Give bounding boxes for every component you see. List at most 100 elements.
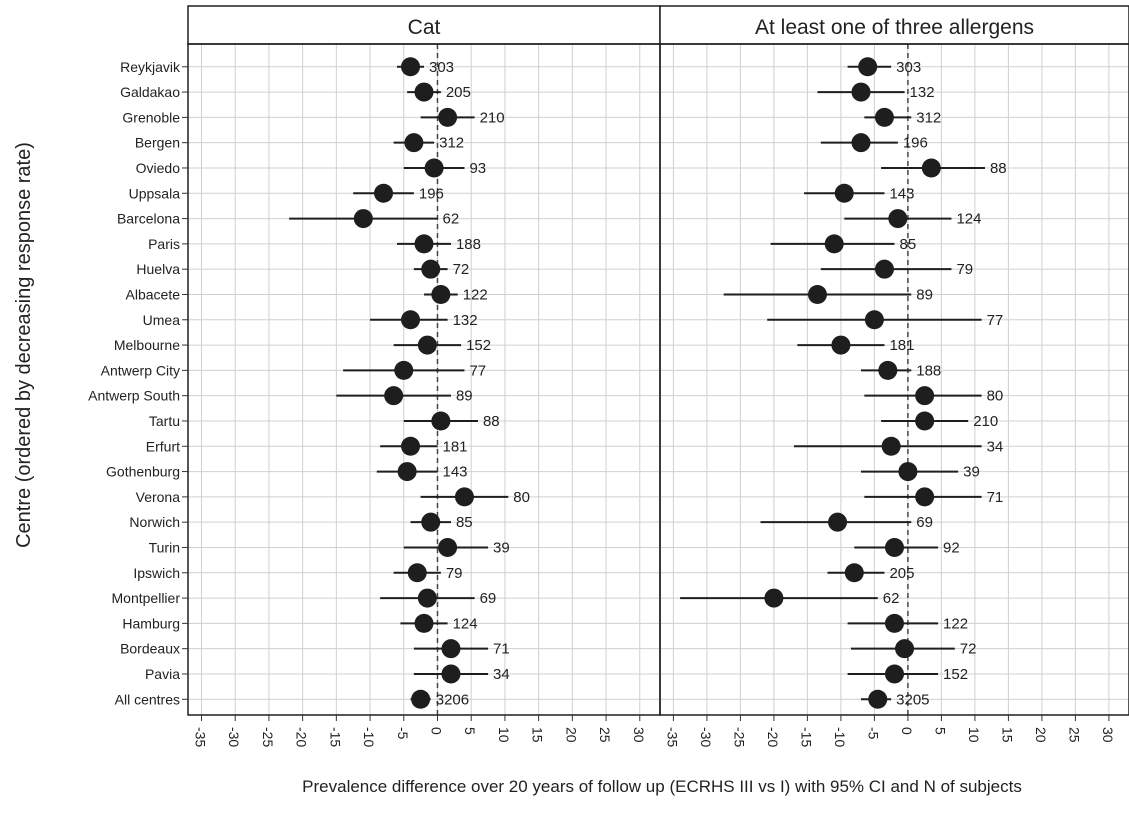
estimate-point bbox=[864, 310, 884, 330]
centre-label: Huelva bbox=[136, 261, 180, 277]
n-label: 196 bbox=[419, 185, 444, 202]
estimate-point bbox=[411, 689, 431, 709]
x-tick-label: -5 bbox=[865, 727, 881, 740]
n-label: 3206 bbox=[436, 691, 469, 708]
n-label: 122 bbox=[943, 615, 968, 632]
estimate-point bbox=[824, 234, 844, 254]
estimate-point bbox=[414, 613, 434, 633]
estimate-point bbox=[834, 183, 854, 203]
estimate-point bbox=[868, 689, 888, 709]
estimate-point bbox=[888, 209, 908, 229]
n-label: 79 bbox=[446, 565, 463, 582]
x-tick-label: 5 bbox=[932, 727, 948, 735]
estimate-point bbox=[831, 335, 851, 355]
x-tick-label: 10 bbox=[496, 727, 512, 743]
n-label: 71 bbox=[493, 641, 510, 658]
centre-label: Gothenburg bbox=[106, 464, 180, 480]
x-tick-label: -30 bbox=[226, 727, 242, 747]
n-label: 188 bbox=[456, 236, 481, 253]
n-label: 205 bbox=[446, 84, 471, 101]
panel-title: At least one of three allergens bbox=[755, 16, 1034, 39]
estimate-point bbox=[438, 537, 458, 557]
n-label: 80 bbox=[987, 388, 1004, 405]
x-tick-label: -20 bbox=[294, 727, 310, 747]
estimate-point bbox=[397, 462, 417, 482]
centre-label: All centres bbox=[115, 691, 180, 707]
n-label: 69 bbox=[480, 590, 497, 607]
n-label: 72 bbox=[453, 261, 470, 278]
x-tick-label: -5 bbox=[395, 727, 411, 740]
estimate-point bbox=[414, 234, 434, 254]
x-tick-label: -35 bbox=[192, 727, 208, 747]
n-label: 124 bbox=[453, 615, 478, 632]
estimate-point bbox=[374, 183, 394, 203]
x-tick-label: -35 bbox=[664, 727, 680, 747]
x-tick-label: -20 bbox=[765, 727, 781, 747]
n-label: 303 bbox=[429, 59, 454, 76]
y-axis-label: Centre (ordered by decreasing response r… bbox=[13, 142, 35, 548]
centre-label: Montpellier bbox=[112, 590, 181, 606]
estimate-point bbox=[417, 335, 437, 355]
n-label: 143 bbox=[889, 185, 914, 202]
panel-strip bbox=[187, 5, 661, 45]
x-axis-label: Prevalence difference over 20 years of f… bbox=[302, 777, 1022, 796]
x-tick-label: -30 bbox=[698, 727, 714, 747]
centre-label: Oviedo bbox=[136, 160, 181, 176]
estimate-point bbox=[424, 158, 444, 178]
n-label: 89 bbox=[456, 388, 473, 405]
estimate-point bbox=[764, 588, 784, 608]
centre-label: Melbourne bbox=[114, 337, 180, 353]
x-tick-label: 5 bbox=[462, 727, 478, 735]
estimate-point bbox=[404, 133, 424, 153]
centre-label: Antwerp South bbox=[88, 388, 180, 404]
n-label: 152 bbox=[466, 337, 491, 354]
estimate-point bbox=[844, 563, 864, 583]
centre-label: Paris bbox=[148, 236, 180, 252]
estimate-point bbox=[851, 133, 871, 153]
x-tick-label: 15 bbox=[999, 727, 1015, 743]
x-tick-label: 25 bbox=[597, 727, 613, 743]
n-label: 303 bbox=[896, 59, 921, 76]
estimate-point bbox=[807, 284, 827, 304]
panel-border bbox=[659, 43, 1129, 716]
centre-label: Galdakao bbox=[120, 84, 180, 100]
estimate-point bbox=[885, 537, 904, 557]
estimate-point bbox=[881, 436, 901, 456]
n-label: 72 bbox=[960, 641, 977, 658]
n-label: 71 bbox=[987, 489, 1004, 506]
n-label: 88 bbox=[990, 160, 1007, 177]
estimate-point bbox=[895, 639, 915, 659]
estimate-point bbox=[885, 664, 904, 684]
centre-label: Umea bbox=[143, 312, 181, 328]
centre-label: Antwerp City bbox=[101, 362, 180, 378]
n-label: 312 bbox=[916, 109, 941, 126]
panel-1: 3032052103129319662188721221321527789881… bbox=[187, 5, 661, 747]
n-label: 39 bbox=[963, 464, 980, 481]
n-label: 132 bbox=[910, 84, 935, 101]
n-label: 62 bbox=[883, 590, 900, 607]
x-tick-label: -25 bbox=[731, 727, 747, 747]
centre-label: Reykjavik bbox=[120, 59, 181, 75]
n-label: 196 bbox=[903, 135, 928, 152]
n-label: 34 bbox=[987, 438, 1004, 455]
n-label: 143 bbox=[442, 464, 467, 481]
centre-label: Tartu bbox=[149, 413, 180, 429]
n-label: 77 bbox=[469, 362, 486, 379]
estimate-point bbox=[874, 259, 894, 279]
estimate-point bbox=[421, 512, 441, 532]
estimate-point bbox=[828, 512, 848, 532]
n-label: 69 bbox=[916, 514, 933, 531]
estimate-point bbox=[401, 436, 421, 456]
n-label: 85 bbox=[900, 236, 917, 253]
centre-label: Barcelona bbox=[117, 211, 180, 227]
n-label: 89 bbox=[916, 286, 933, 303]
x-tick-label: -25 bbox=[260, 727, 276, 747]
n-label: 210 bbox=[973, 413, 998, 430]
x-tick-label: 10 bbox=[966, 727, 982, 743]
centre-label: Hamburg bbox=[122, 615, 180, 631]
x-tick-label: 30 bbox=[631, 727, 647, 743]
centre-label: Erfurt bbox=[146, 438, 180, 454]
x-tick-label: -15 bbox=[798, 727, 814, 747]
centre-label: Bordeaux bbox=[120, 641, 180, 657]
